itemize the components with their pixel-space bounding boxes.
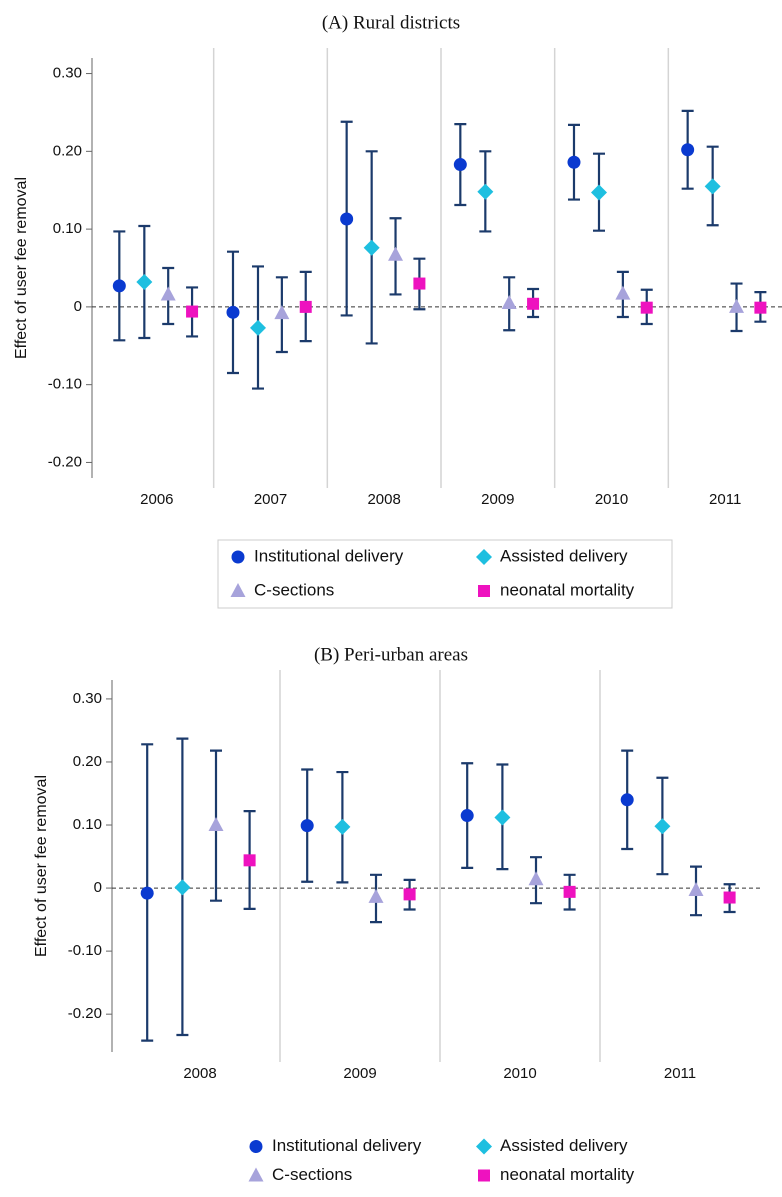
x-tick-label: 2006 (140, 491, 173, 508)
x-tick-label: 2008 (183, 1065, 216, 1082)
point-marker (478, 1169, 490, 1182)
point-marker (186, 305, 199, 318)
point-marker (274, 305, 290, 320)
point-marker (140, 886, 154, 900)
x-tick-label: 2008 (367, 491, 400, 508)
legend-label: C-sections (254, 580, 334, 599)
y-tick-label: 0.30 (73, 690, 102, 707)
point-marker (654, 818, 671, 835)
point-marker (590, 184, 607, 201)
legend-label: Assisted delivery (500, 546, 628, 565)
y-tick-label: 0.20 (53, 142, 82, 159)
point-marker (640, 301, 653, 314)
point-marker (688, 881, 704, 896)
point-marker (567, 155, 581, 169)
legend-label: Assisted delivery (500, 1136, 628, 1155)
point-marker (226, 305, 240, 319)
point-marker (453, 158, 467, 172)
y-tick-label: -0.20 (48, 453, 82, 470)
y-axis-label: Effect of user fee removal (33, 775, 50, 957)
x-tick-label: 2010 (503, 1065, 536, 1082)
y-tick-label: 0.10 (53, 220, 82, 237)
y-tick-label: 0.30 (53, 65, 82, 82)
legend-label: Institutional delivery (272, 1136, 422, 1155)
legend-label: Institutional delivery (254, 546, 404, 565)
x-tick-label: 2009 (343, 1065, 376, 1082)
y-tick-label: 0.20 (73, 753, 102, 770)
point-marker (340, 212, 354, 226)
point-marker (704, 178, 721, 195)
y-tick-label: -0.10 (68, 942, 102, 959)
point-marker (249, 319, 266, 336)
point-marker (620, 793, 634, 807)
point-marker (615, 285, 631, 300)
point-marker (754, 301, 767, 314)
point-marker (476, 549, 492, 565)
point-marker (494, 809, 511, 826)
y-tick-label: 0 (74, 298, 82, 315)
point-marker (136, 274, 153, 290)
point-marker (243, 854, 256, 867)
point-marker (413, 277, 426, 290)
point-marker (403, 888, 416, 901)
point-marker (729, 298, 745, 313)
y-tick-label: 0 (94, 879, 102, 896)
y-tick-label: 0.10 (73, 816, 102, 833)
legend-label: C-sections (272, 1165, 352, 1184)
point-marker (112, 279, 126, 293)
point-marker (299, 300, 312, 313)
point-marker (460, 809, 474, 823)
legend-box (217, 539, 673, 609)
chart-title: (B) Peri-urban areas (314, 644, 468, 665)
point-marker (476, 1138, 492, 1155)
point-marker (501, 295, 517, 309)
point-marker (248, 1167, 264, 1182)
point-marker (208, 817, 224, 832)
legend-label: neonatal mortality (500, 1165, 635, 1184)
y-tick-label: -0.20 (68, 1005, 102, 1022)
point-marker (528, 871, 544, 886)
x-tick-label: 2011 (709, 491, 741, 508)
y-axis-label: Effect of user fee removal (13, 177, 30, 359)
y-tick-label: -0.10 (48, 376, 82, 393)
point-marker (300, 819, 314, 833)
x-tick-label: 2011 (664, 1065, 696, 1082)
x-tick-label: 2007 (254, 491, 287, 508)
point-marker (681, 143, 695, 157)
point-marker (363, 239, 380, 256)
x-tick-label: 2009 (481, 491, 514, 508)
point-marker (249, 1140, 263, 1153)
point-marker (563, 885, 576, 898)
point-marker (477, 183, 494, 200)
point-marker (368, 888, 384, 903)
point-marker (230, 583, 246, 597)
point-marker (231, 550, 245, 564)
point-marker (478, 585, 490, 597)
x-tick-label: 2010 (595, 491, 628, 508)
point-marker (723, 891, 736, 904)
point-marker (174, 879, 191, 896)
point-marker (160, 286, 176, 301)
point-marker (388, 246, 404, 261)
point-marker (527, 297, 540, 310)
legend-label: neonatal mortality (500, 580, 635, 599)
point-marker (334, 818, 351, 835)
chart-title: (A) Rural districts (322, 12, 460, 33)
